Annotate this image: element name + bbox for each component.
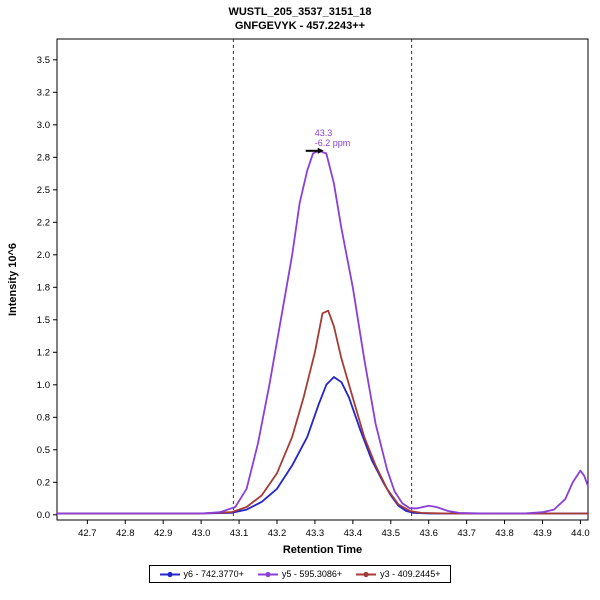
x-tick-label: 43.2	[268, 528, 287, 539]
legend-item: y3 - 409.2445+	[356, 569, 440, 579]
legend-label: y3 - 409.2445+	[380, 569, 441, 579]
x-axis-title: Retention Time	[283, 544, 362, 556]
legend-label: y6 - 742.3770+	[183, 569, 244, 579]
plot-border	[56, 38, 589, 521]
y-tick-label: 0.5	[37, 445, 50, 456]
x-tick-label: 44.0	[571, 528, 590, 539]
peak-apex-arrow-icon	[317, 147, 324, 154]
y-tick-label: 2.2	[37, 217, 50, 228]
y-tick-label: 2.0	[37, 250, 50, 261]
x-tick-label: 43.7	[457, 528, 476, 539]
series-line-1	[56, 376, 589, 515]
y-tick-label: 0.8	[37, 412, 50, 423]
peak-ppm-annotation: -6.2 ppm	[315, 138, 351, 148]
y-tick-label: 1.0	[37, 380, 50, 391]
legend-item: y6 - 742.3770+	[159, 569, 244, 579]
series-line-2	[56, 149, 589, 515]
legend-row: y6 - 742.3770+ y5 - 595.3086+ y3 - 409.244…	[0, 565, 600, 583]
series-line-3	[56, 309, 589, 515]
peak-rt-annotation: 43.3	[315, 128, 333, 138]
legend-marker-icon	[159, 571, 180, 577]
chart-title: WUSTL_205_3537_3151_18	[228, 6, 372, 18]
x-tick-label: 43.8	[495, 528, 514, 539]
y-tick-label: 3.5	[37, 55, 50, 66]
legend-marker-icon	[257, 571, 278, 577]
y-tick-label: 1.8	[37, 282, 50, 293]
y-tick-label: 0.2	[37, 477, 50, 488]
plot-area: 42.7 42.8 42.9 43.0 43.1 43.2 43.3 43.4 43.5 43.6…	[7, 38, 590, 556]
y-tick-label: 1.2	[37, 347, 50, 358]
legend: y6 - 742.3770+ y5 - 595.3086+ y3 - 409.244…	[148, 565, 452, 583]
y-tick-label: 2.8	[37, 152, 50, 163]
x-tick-label: 43.4	[344, 528, 363, 539]
legend-marker-icon	[356, 571, 377, 577]
chart-subtitle: GNFGEVYK - 457.2243++	[234, 20, 366, 32]
y-axis-title: Intensity 10^6	[7, 243, 19, 316]
x-tick-label: 43.9	[533, 528, 552, 539]
x-tick-label: 43.5	[382, 528, 401, 539]
y-tick-label: 3.2	[37, 87, 50, 98]
x-tick-label: 43.3	[306, 528, 325, 539]
legend-label: y5 - 595.3086+	[281, 569, 343, 579]
y-tick-label: 2.5	[37, 185, 50, 196]
x-tick-label: 43.6	[419, 528, 438, 539]
x-tick-label: 42.7	[78, 528, 97, 539]
y-tick-label: 3.0	[37, 120, 50, 131]
y-tick-label: 0.0	[37, 510, 50, 521]
y-tick-label: 1.5	[37, 315, 50, 326]
chart-header: WUSTL_205_3537_3151_18 GNFGEVYK - 457.22…	[0, 0, 600, 33]
x-tick-label: 43.1	[230, 528, 249, 539]
x-tick-label: 42.9	[154, 528, 173, 539]
x-tick-label: 43.0	[192, 528, 211, 539]
legend-item: y5 - 595.3086+	[257, 569, 343, 579]
x-tick-label: 42.8	[116, 528, 135, 539]
